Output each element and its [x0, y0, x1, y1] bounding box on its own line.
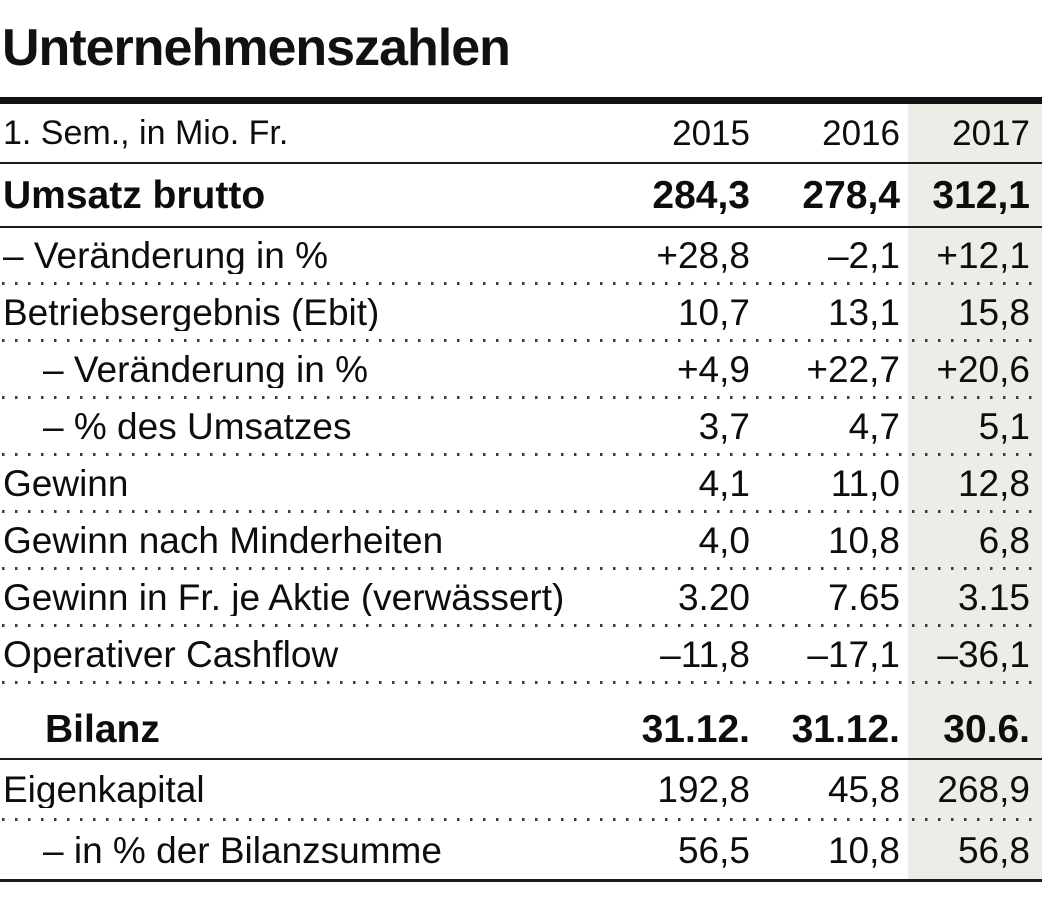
cell-2016: +22,7: [806, 348, 900, 390]
cell-2015: 284,3: [652, 173, 750, 217]
dotted-divider: [0, 396, 1042, 399]
table-row-gewinn-minderheiten: Gewinn nach Minderheiten 4,0 10,8 6,8: [0, 513, 1042, 567]
row-label: – Veränderung in %: [43, 350, 369, 388]
row-label: – in % der Bilanzsumme: [43, 831, 442, 869]
unit-label: 1. Sem., in Mio. Fr.: [3, 116, 289, 150]
cell-2016: –17,1: [807, 633, 900, 675]
dotted-divider: [0, 339, 1042, 342]
bilanz-rule: [0, 758, 1042, 760]
row-label: Betriebsergebnis (Ebit): [3, 293, 380, 331]
table-row-veraenderung-ebit: – Veränderung in % +4,9 +22,7 +20,6: [0, 342, 1042, 396]
cell-2015: +28,8: [656, 234, 750, 276]
year-header-2015: 2015: [672, 113, 750, 153]
cell-2017: 312,1: [932, 173, 1030, 217]
cell-2015: 4,0: [698, 519, 750, 561]
header-rule: [0, 162, 1042, 164]
cell-2015: 31.12.: [641, 707, 750, 751]
cell-2017: 6,8: [978, 519, 1030, 561]
table-row-gewinn-je-aktie: Gewinn in Fr. je Aktie (verwässert) 3.20…: [0, 570, 1042, 624]
year-header-2016: 2016: [822, 113, 900, 153]
dotted-divider: [0, 453, 1042, 456]
cell-2017: –36,1: [937, 633, 1030, 675]
table-row-veraenderung-umsatz: – Veränderung in % +28,8 –2,1 +12,1: [0, 228, 1042, 282]
table-row-operativer-cashflow: Operativer Cashflow –11,8 –17,1 –36,1: [0, 627, 1042, 681]
year-header-2017: 2017: [952, 113, 1030, 153]
highlight-column-2017: [908, 104, 1042, 881]
cell-2015: 10,7: [677, 291, 750, 333]
table-header-row: 1. Sem., in Mio. Fr. 2015 2016 2017: [0, 104, 1042, 162]
row-label: Umsatz brutto: [3, 175, 266, 215]
row-label: Operativer Cashflow: [3, 635, 339, 673]
row-label: Gewinn: [3, 464, 129, 502]
dotted-divider: [0, 818, 1042, 821]
cell-2016: 10,8: [827, 519, 900, 561]
table-row-prozent-umsatz: – % des Umsatzes 3,7 4,7 5,1: [0, 399, 1042, 453]
dotted-divider: [0, 681, 1042, 684]
table-row-gewinn: Gewinn 4,1 11,0 12,8: [0, 456, 1042, 510]
row-label: Bilanz: [45, 709, 160, 749]
cell-2015: 3.20: [677, 576, 750, 618]
cell-2016: 7.65: [827, 576, 900, 618]
cell-2017: 268,9: [937, 768, 1030, 810]
row-label: Eigenkapital: [3, 770, 205, 808]
cell-2015: –11,8: [660, 633, 750, 675]
table-row-eigenkapital: Eigenkapital 192,8 45,8 268,9: [0, 760, 1042, 818]
cell-2017: 3.15: [957, 576, 1030, 618]
table-row-umsatz-brutto: Umsatz brutto 284,3 278,4 312,1: [0, 164, 1042, 226]
cell-2016: 11,0: [830, 462, 900, 504]
cell-2015: 4,1: [698, 462, 750, 504]
dotted-divider: [0, 282, 1042, 285]
row-label: Gewinn nach Minderheiten: [3, 521, 444, 559]
row-label: – % des Umsatzes: [43, 407, 352, 445]
cell-2017: 15,8: [957, 291, 1030, 333]
cell-2016: 10,8: [827, 829, 900, 871]
cell-2017: 30.6.: [943, 707, 1030, 751]
cell-2016: 31.12.: [791, 707, 900, 751]
cell-2016: 4,7: [848, 405, 900, 447]
table-row-betriebsergebnis: Betriebsergebnis (Ebit) 10,7 13,1 15,8: [0, 285, 1042, 339]
cell-2016: –2,1: [827, 234, 900, 276]
row-label: Gewinn in Fr. je Aktie (verwässert): [3, 578, 565, 616]
cell-2017: 12,8: [957, 462, 1030, 504]
bottom-rule: [0, 879, 1042, 882]
cell-2017: +20,6: [936, 348, 1030, 390]
dotted-divider: [0, 510, 1042, 513]
cell-2015: 56,5: [677, 829, 750, 871]
section-rule: [0, 226, 1042, 228]
cell-2016: 13,1: [827, 291, 900, 333]
cell-2017: 5,1: [978, 405, 1030, 447]
row-label: – Veränderung in %: [3, 236, 329, 274]
cell-2016: 45,8: [827, 768, 900, 810]
page-title: Unternehmenszahlen: [2, 19, 511, 77]
cell-2017: +12,1: [936, 234, 1030, 276]
top-rule: [0, 97, 1042, 104]
table-row-bilanz-header: Bilanz 31.12. 31.12. 30.6.: [0, 684, 1042, 758]
dotted-divider: [0, 567, 1042, 570]
cell-2016: 278,4: [802, 173, 900, 217]
table-row-bilanzsumme-prozent: – in % der Bilanzsumme 56,5 10,8 56,8: [0, 821, 1042, 879]
dotted-divider: [0, 624, 1042, 627]
cell-2017: 56,8: [957, 829, 1030, 871]
cell-2015: +4,9: [676, 348, 750, 390]
cell-2015: 3,7: [698, 405, 750, 447]
cell-2015: 192,8: [657, 768, 750, 810]
